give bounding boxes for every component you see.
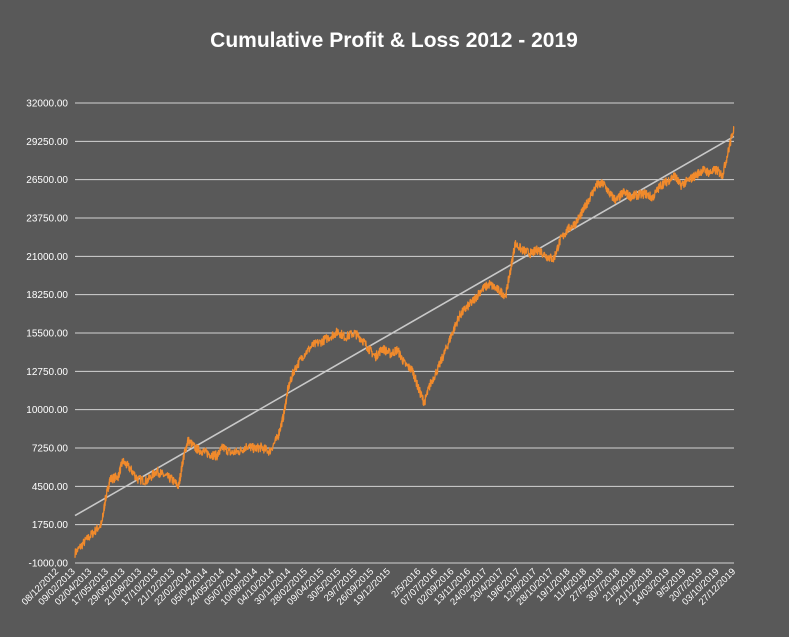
y-tick-label: -1000.00 — [29, 559, 69, 570]
y-tick-label: 26500.00 — [26, 175, 68, 186]
pnl-series-line — [74, 125, 735, 558]
y-axis-tick-labels: 32000.00 29250.00 26500.00 23750.00 21000.00… — [26, 99, 68, 570]
y-tick-label: 12750.00 — [26, 367, 68, 378]
y-tick-label: 4500.00 — [32, 482, 69, 493]
y-tick-label: 23750.00 — [26, 214, 68, 225]
y-tick-label: 7250.00 — [32, 444, 69, 455]
pnl-series-layer — [74, 125, 735, 558]
y-tick-label: 32000.00 — [26, 99, 68, 110]
gridlines — [75, 102, 734, 564]
y-tick-label: 1750.00 — [32, 520, 69, 531]
y-tick-label: 10000.00 — [26, 405, 68, 416]
chart-title: Cumulative Profit & Loss 2012 - 2019 — [210, 29, 578, 52]
x-axis-tick-labels: 08/12/201209/02/201302/04/201317/05/2013… — [20, 566, 738, 607]
y-tick-label: 18250.00 — [26, 290, 68, 301]
y-tick-label: 15500.00 — [26, 329, 68, 340]
y-tick-label: 21000.00 — [26, 252, 68, 263]
y-tick-label: 29250.00 — [26, 137, 68, 148]
